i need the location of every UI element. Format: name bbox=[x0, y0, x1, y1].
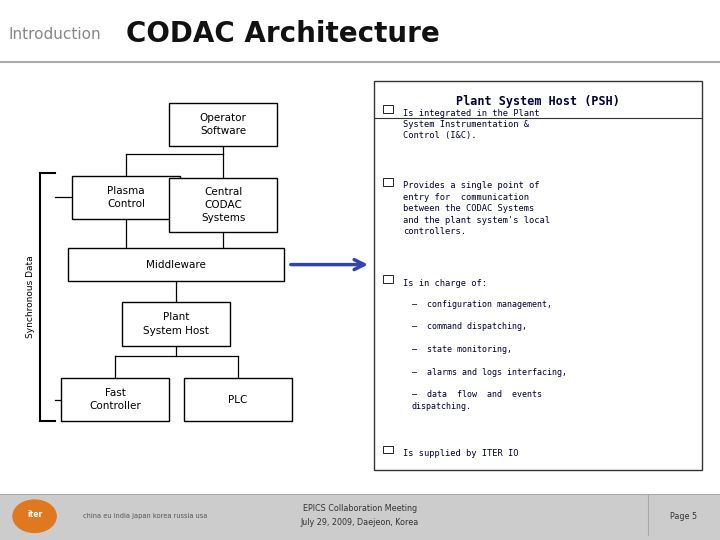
FancyBboxPatch shape bbox=[169, 178, 277, 232]
Text: Is supplied by ITER IO: Is supplied by ITER IO bbox=[403, 449, 518, 458]
Text: Plant
System Host: Plant System Host bbox=[143, 313, 210, 335]
FancyBboxPatch shape bbox=[374, 81, 702, 470]
Text: Plant System Host (PSH): Plant System Host (PSH) bbox=[456, 95, 620, 108]
Text: Synchronous Data: Synchronous Data bbox=[27, 255, 35, 339]
FancyBboxPatch shape bbox=[383, 105, 393, 113]
Text: –  command dispatching,: – command dispatching, bbox=[412, 322, 527, 332]
FancyBboxPatch shape bbox=[383, 275, 393, 283]
Text: Plasma
Control: Plasma Control bbox=[107, 186, 145, 208]
Text: iter: iter bbox=[27, 510, 42, 518]
Text: Provides a single point of
entry for  communication
between the CODAC Systems
an: Provides a single point of entry for com… bbox=[403, 181, 550, 236]
Text: July 29, 2009, Daejeon, Korea: July 29, 2009, Daejeon, Korea bbox=[301, 518, 419, 526]
Text: Is in charge of:: Is in charge of: bbox=[403, 279, 487, 288]
FancyBboxPatch shape bbox=[0, 0, 720, 494]
FancyArrowPatch shape bbox=[291, 260, 364, 269]
Text: china eu india japan korea russia usa: china eu india japan korea russia usa bbox=[83, 513, 207, 519]
Text: CODAC Architecture: CODAC Architecture bbox=[126, 20, 440, 48]
Text: Middleware: Middleware bbox=[146, 260, 207, 269]
FancyBboxPatch shape bbox=[184, 378, 292, 421]
Text: –  configuration management,: – configuration management, bbox=[412, 300, 552, 309]
Text: Is integrated in the Plant
System Instrumentation &
Control (I&C).: Is integrated in the Plant System Instru… bbox=[403, 109, 540, 140]
Text: Fast
Controller: Fast Controller bbox=[89, 388, 141, 411]
Text: Operator
Software: Operator Software bbox=[199, 113, 247, 136]
Text: –  data  flow  and  events
dispatching.: – data flow and events dispatching. bbox=[412, 390, 542, 410]
FancyBboxPatch shape bbox=[68, 248, 284, 281]
FancyBboxPatch shape bbox=[383, 446, 393, 453]
Text: PLC: PLC bbox=[228, 395, 247, 404]
Circle shape bbox=[13, 500, 56, 532]
FancyBboxPatch shape bbox=[169, 103, 277, 146]
Text: Page 5: Page 5 bbox=[670, 512, 698, 521]
FancyBboxPatch shape bbox=[61, 378, 169, 421]
FancyBboxPatch shape bbox=[383, 178, 393, 186]
Text: –  state monitoring,: – state monitoring, bbox=[412, 345, 512, 354]
Text: EPICS Collaboration Meeting: EPICS Collaboration Meeting bbox=[303, 504, 417, 513]
Text: Introduction: Introduction bbox=[9, 26, 102, 42]
FancyBboxPatch shape bbox=[122, 302, 230, 346]
Text: –  alarms and logs interfacing,: – alarms and logs interfacing, bbox=[412, 368, 567, 377]
FancyBboxPatch shape bbox=[72, 176, 180, 219]
Text: Central
CODAC
Systems: Central CODAC Systems bbox=[201, 187, 246, 224]
